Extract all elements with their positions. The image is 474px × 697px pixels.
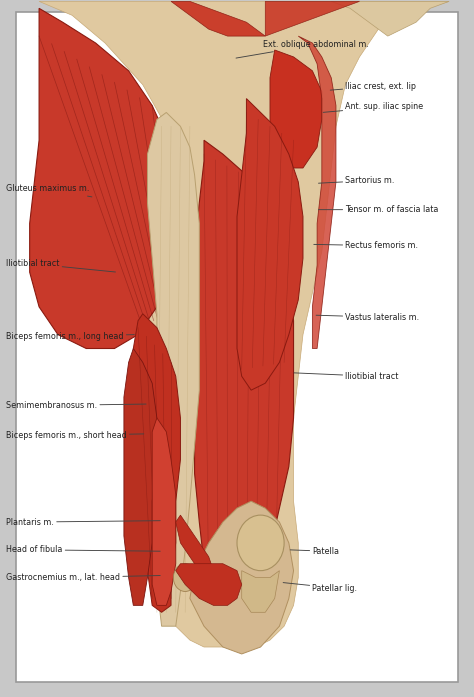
Text: Biceps femoris m., short head: Biceps femoris m., short head xyxy=(6,431,144,440)
Polygon shape xyxy=(176,564,242,606)
Text: Gastrocnemius m., lat. head: Gastrocnemius m., lat. head xyxy=(6,573,160,582)
Text: Ext. oblique abdominal m.: Ext. oblique abdominal m. xyxy=(236,40,369,58)
Polygon shape xyxy=(176,515,213,578)
Text: Iliotibial tract: Iliotibial tract xyxy=(294,372,399,381)
Text: Patellar lig.: Patellar lig. xyxy=(283,583,357,592)
Text: Plantaris m.: Plantaris m. xyxy=(6,518,160,526)
Polygon shape xyxy=(147,112,199,626)
Text: Biceps femoris m., long head: Biceps femoris m., long head xyxy=(6,332,134,341)
Text: Tensor m. of fascia lata: Tensor m. of fascia lata xyxy=(319,205,439,214)
Polygon shape xyxy=(171,1,265,36)
Ellipse shape xyxy=(237,515,284,571)
Text: Rectus femoris m.: Rectus femoris m. xyxy=(314,241,419,250)
Text: Vastus lateralis m.: Vastus lateralis m. xyxy=(316,313,419,322)
Text: Iliac crest, ext. lip: Iliac crest, ext. lip xyxy=(330,82,416,91)
Text: Iliotibial tract: Iliotibial tract xyxy=(6,259,116,272)
Polygon shape xyxy=(190,501,293,654)
Text: Patella: Patella xyxy=(290,546,339,556)
Polygon shape xyxy=(133,314,181,612)
Text: Sartorius m.: Sartorius m. xyxy=(319,176,395,185)
Text: Semimembranosus m.: Semimembranosus m. xyxy=(6,401,146,410)
Polygon shape xyxy=(152,418,176,606)
Polygon shape xyxy=(265,1,359,36)
Polygon shape xyxy=(195,140,293,619)
Polygon shape xyxy=(124,348,157,606)
Text: Head of fibula: Head of fibula xyxy=(6,545,160,554)
Polygon shape xyxy=(242,571,279,612)
Text: Ant. sup. iliac spine: Ant. sup. iliac spine xyxy=(323,102,423,112)
Polygon shape xyxy=(331,1,449,36)
Polygon shape xyxy=(237,98,303,390)
Text: Gluteus maximus m.: Gluteus maximus m. xyxy=(6,184,92,197)
Polygon shape xyxy=(270,50,322,168)
Polygon shape xyxy=(298,36,336,348)
Polygon shape xyxy=(30,8,181,348)
Ellipse shape xyxy=(173,564,197,592)
Polygon shape xyxy=(39,1,449,647)
FancyBboxPatch shape xyxy=(16,12,458,682)
